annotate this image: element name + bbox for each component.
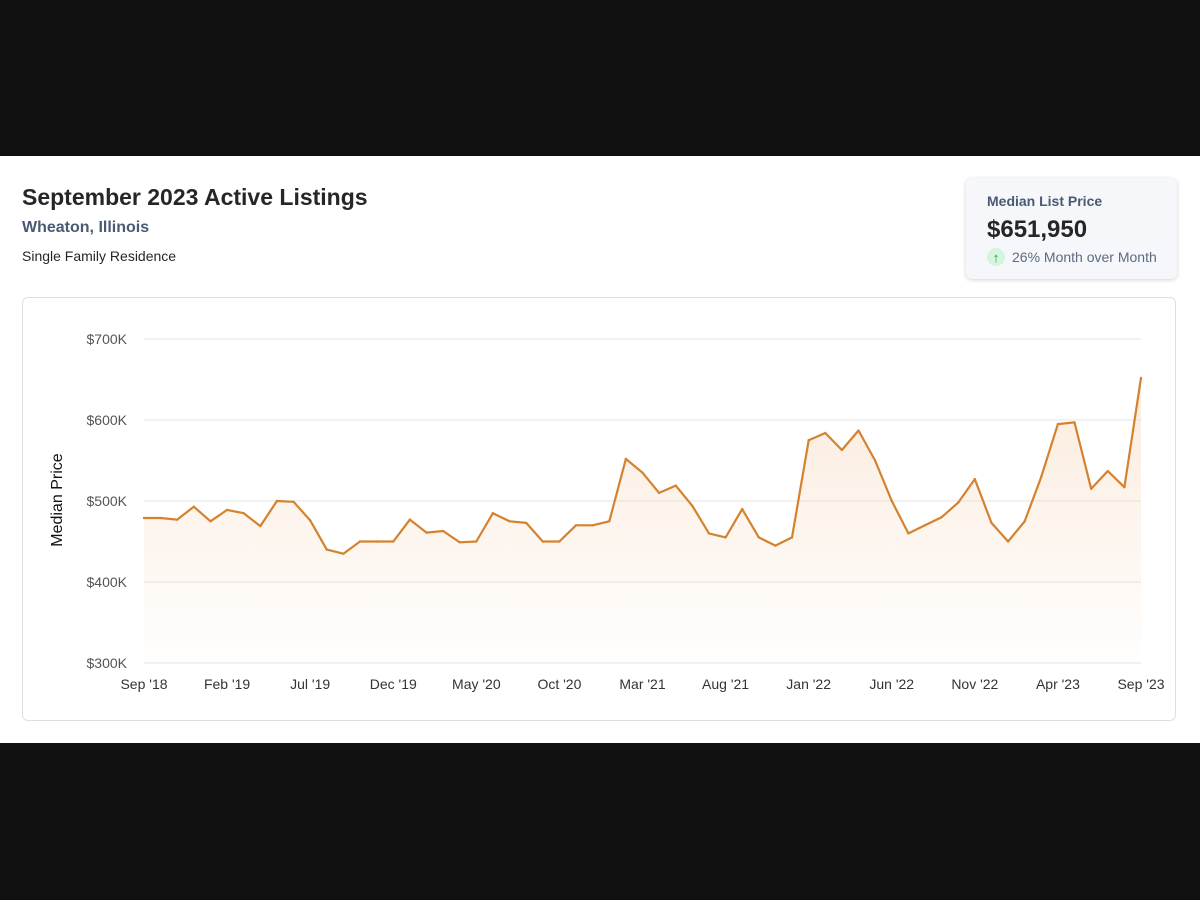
data-point bbox=[940, 516, 943, 519]
data-point bbox=[192, 505, 196, 508]
data-point bbox=[1089, 487, 1093, 491]
data-point bbox=[142, 516, 146, 520]
data-point bbox=[209, 520, 212, 523]
data-point bbox=[957, 501, 960, 504]
data-point bbox=[857, 429, 860, 432]
data-point bbox=[608, 520, 611, 523]
stat-change: ↑ 26% Month over Month bbox=[987, 248, 1157, 266]
data-point bbox=[1106, 469, 1109, 473]
data-point bbox=[741, 507, 744, 511]
up-arrow-icon: ↑ bbox=[987, 248, 1005, 266]
x-tick-label: Apr '23 bbox=[1036, 676, 1080, 692]
data-point bbox=[674, 484, 677, 487]
data-point bbox=[574, 524, 578, 527]
data-point bbox=[1073, 421, 1076, 424]
x-tick-label: Mar '21 bbox=[619, 676, 665, 692]
median-price-stat-card: Median List Price $651,950 ↑ 26% Month o… bbox=[966, 178, 1177, 279]
data-point bbox=[1056, 422, 1060, 426]
data-point bbox=[541, 540, 544, 543]
data-point bbox=[375, 540, 378, 543]
property-type-label: Single Family Residence bbox=[22, 248, 177, 264]
data-point bbox=[475, 540, 478, 543]
data-point bbox=[325, 548, 328, 551]
data-point bbox=[342, 552, 345, 555]
data-point bbox=[1139, 376, 1143, 380]
x-tick-label: Sep '23 bbox=[1117, 676, 1164, 692]
x-tick-label: Sep '18 bbox=[120, 676, 167, 692]
data-point bbox=[641, 471, 644, 474]
x-tick-label: Jul '19 bbox=[290, 676, 330, 692]
data-point bbox=[624, 457, 628, 461]
listing-card: September 2023 Active Listings Wheaton, … bbox=[0, 156, 1200, 743]
y-tick-label: $400K bbox=[87, 574, 128, 590]
x-tick-labels: Sep '18 Feb '19 Jul '19 Dec '19 May '20 Oct '… bbox=[120, 676, 1164, 692]
data-point bbox=[1006, 540, 1010, 543]
data-point bbox=[242, 511, 245, 515]
series-area bbox=[144, 377, 1141, 663]
x-tick-label: Feb '19 bbox=[204, 676, 250, 692]
data-point bbox=[558, 540, 561, 543]
data-point bbox=[524, 521, 528, 525]
data-point bbox=[159, 516, 162, 520]
data-point bbox=[259, 524, 262, 528]
x-tick-label: Nov '22 bbox=[951, 676, 998, 692]
x-tick-label: Oct '20 bbox=[537, 676, 581, 692]
x-tick-label: Aug '21 bbox=[702, 676, 749, 692]
y-tick-label: $600K bbox=[87, 412, 128, 428]
stat-value: $651,950 bbox=[987, 216, 1088, 243]
data-point bbox=[890, 499, 893, 503]
data-point bbox=[392, 540, 395, 543]
price-chart: $300K $400K $500K $600K $700K Sep '18 Feb '19… bbox=[49, 331, 1165, 692]
data-point bbox=[824, 431, 827, 435]
x-tick-label: Jun '22 bbox=[869, 676, 914, 692]
data-point bbox=[790, 536, 794, 539]
data-point bbox=[491, 511, 495, 515]
page-title: September 2023 Active Listings bbox=[22, 184, 368, 210]
x-tick-label: Dec '19 bbox=[370, 676, 417, 692]
data-point bbox=[225, 508, 229, 512]
data-point bbox=[657, 491, 661, 495]
data-point bbox=[408, 518, 412, 521]
data-point bbox=[973, 477, 977, 481]
data-point bbox=[757, 536, 761, 539]
data-point bbox=[425, 531, 428, 534]
x-tick-label: Jan '22 bbox=[786, 676, 831, 692]
data-point bbox=[807, 439, 810, 442]
data-point bbox=[275, 499, 279, 503]
data-points bbox=[142, 376, 1143, 555]
y-tick-label: $500K bbox=[87, 493, 128, 509]
data-point bbox=[691, 504, 694, 508]
data-point bbox=[923, 524, 927, 527]
data-point bbox=[458, 541, 461, 544]
data-point bbox=[907, 532, 910, 535]
data-point bbox=[441, 529, 445, 533]
data-point bbox=[707, 532, 711, 535]
x-tick-label: May '20 bbox=[452, 676, 501, 692]
data-point bbox=[308, 519, 312, 522]
chart-container: $300K $400K $500K $600K $700K Sep '18 Feb '19… bbox=[22, 297, 1176, 721]
data-point bbox=[591, 524, 594, 527]
location-subtitle: Wheaton, Illinois bbox=[22, 219, 150, 236]
data-point bbox=[292, 500, 295, 504]
data-point bbox=[1040, 475, 1043, 478]
y-axis-title: Median Price bbox=[49, 453, 66, 546]
stat-label: Median List Price bbox=[987, 193, 1103, 209]
data-point bbox=[724, 536, 727, 539]
data-point bbox=[873, 459, 877, 462]
stat-change-text: 26% Month over Month bbox=[1012, 249, 1157, 265]
data-point bbox=[774, 544, 777, 547]
data-point bbox=[1123, 486, 1126, 489]
data-point bbox=[990, 521, 993, 525]
data-point bbox=[1023, 520, 1026, 523]
y-tick-labels: $300K $400K $500K $600K $700K bbox=[87, 331, 128, 671]
data-point bbox=[840, 448, 844, 452]
data-point bbox=[358, 540, 362, 543]
data-point bbox=[508, 520, 511, 523]
y-tick-label: $300K bbox=[87, 655, 128, 671]
y-tick-label: $700K bbox=[87, 331, 128, 347]
data-point bbox=[176, 518, 179, 521]
